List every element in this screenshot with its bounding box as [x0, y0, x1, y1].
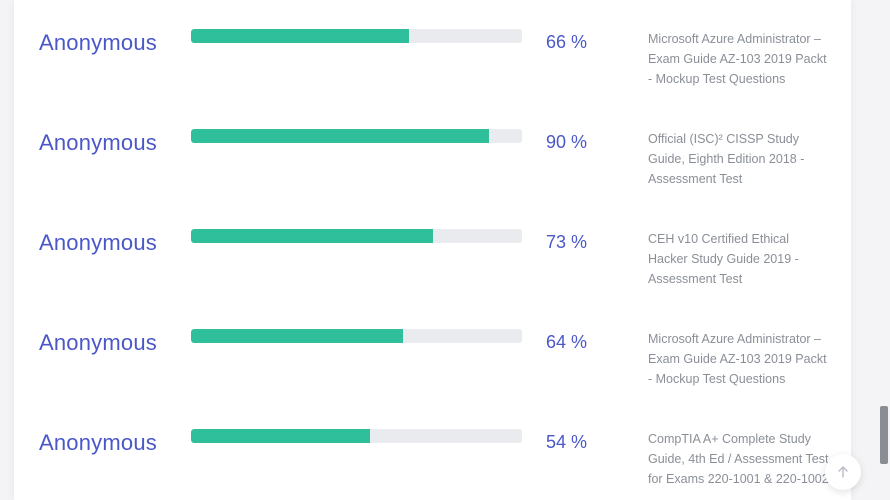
score-progress-bar [191, 429, 522, 443]
score-percent: 54 % [546, 432, 588, 452]
back-to-top-button[interactable] [825, 454, 861, 490]
result-row: Anonymous 73 % CEH v10 Certified Ethical… [14, 200, 851, 300]
results-card: Anonymous 66 % Microsoft Azure Administr… [14, 0, 851, 500]
result-row: Anonymous 54 % CompTIA A+ Complete Study… [14, 400, 851, 500]
score-progress-bar [191, 29, 522, 43]
score-percent: 66 % [546, 32, 588, 52]
score-progress-bar [191, 329, 522, 343]
score-progress-bar [191, 129, 522, 143]
score-progress-bar [191, 229, 522, 243]
result-row: Anonymous 64 % Microsoft Azure Administr… [14, 300, 851, 400]
score-percent: 73 % [546, 232, 588, 252]
exam-title: CEH v10 Certified Ethical Hacker Study G… [648, 232, 799, 286]
score-percent: 64 % [546, 332, 588, 352]
result-row: Anonymous 66 % Microsoft Azure Administr… [14, 0, 851, 100]
arrow-up-icon [838, 466, 848, 478]
score-progress-fill [191, 29, 410, 43]
score-progress-fill [191, 229, 433, 243]
exam-title: Microsoft Azure Administrator – Exam Gui… [648, 32, 827, 86]
result-row: Anonymous 90 % Official (ISC)² CISSP Stu… [14, 100, 851, 200]
score-progress-fill [191, 329, 403, 343]
score-progress-fill [191, 129, 489, 143]
exam-title: CompTIA A+ Complete Study Guide, 4th Ed … [648, 432, 829, 486]
user-name: Anonymous [39, 230, 157, 255]
exam-title: Microsoft Azure Administrator – Exam Gui… [648, 332, 827, 386]
user-name: Anonymous [39, 330, 157, 355]
exam-title: Official (ISC)² CISSP Study Guide, Eight… [648, 132, 805, 186]
scrollbar-thumb[interactable] [880, 406, 888, 464]
score-percent: 90 % [546, 132, 588, 152]
score-progress-fill [191, 429, 370, 443]
page-scrollbar[interactable] [878, 0, 890, 500]
user-name: Anonymous [39, 130, 157, 155]
user-name: Anonymous [39, 430, 157, 455]
user-name: Anonymous [39, 30, 157, 55]
